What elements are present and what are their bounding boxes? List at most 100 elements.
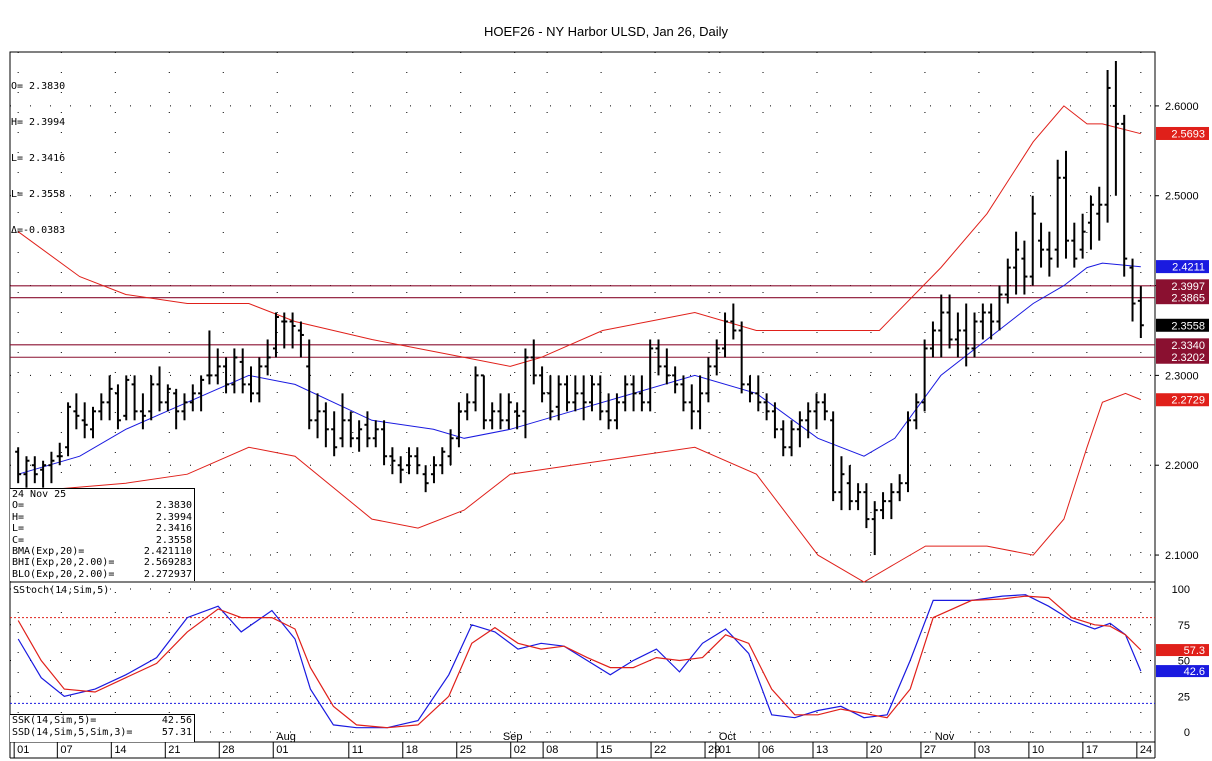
ohlc-bar [514,402,521,430]
ohlc-bar [1112,60,1119,196]
ohlc-bar [539,366,546,403]
month-label: Nov [935,731,955,743]
ohlc-bar [1062,150,1069,259]
ohlc-bar [880,492,887,520]
price-tag-text: 2.3558 [1171,320,1205,332]
info-label: BLO(Exp,20,2.00)= [12,568,115,580]
ohlc-readout: O= 2.3830 H= 2.3994 L= 2.3416 L= 2.3558 … [11,57,65,249]
ohlc-bar [223,357,230,394]
ohlc-bar [181,393,188,421]
ohlc-bar [1038,222,1045,268]
ohlc-bar [846,465,853,511]
month-label: Sep [503,731,523,743]
stoch-tag-text: 57.3 [1184,645,1205,657]
ohlc-bar [946,294,953,349]
date-tick-label: 27 [924,744,936,756]
ohlc-bar [1029,195,1036,286]
ohlc-bar [281,312,288,349]
price-tick-label: 2.2000 [1165,460,1199,472]
ohlc-bar [173,388,180,430]
date-tick-label: 20 [870,744,882,756]
stoch-label: SSK(14,Sim,5)= [12,715,97,726]
stoch-tick-label: 0 [1184,727,1190,739]
ohlc-line: L= 2.3558 [11,189,66,200]
ohlc-bar [580,375,587,421]
ohlc-bar [206,330,213,385]
ohlc-bar [913,393,920,430]
ohlc-bar [555,375,562,421]
ohlc-bar [863,483,870,529]
ohlc-bar [564,375,571,412]
ohlc-bar [15,447,22,484]
date-tick-label: 14 [114,744,126,756]
ohlc-bar [447,429,454,466]
ohlc-bars [15,60,1144,556]
ohlc-bar [314,393,321,439]
price-tag-bg [1156,338,1209,352]
ohlc-bar [530,339,537,385]
price-value-tag: 2.3558 [1156,318,1209,332]
ohlc-bar [1087,195,1094,250]
month-label: Aug [276,731,296,743]
stoch-value-tag: 42.6 [1156,665,1209,678]
info-label: L= [12,523,25,535]
ohlc-bar [547,375,554,421]
date-tick-label: 29 [708,744,720,756]
ohlc-bar [605,393,612,430]
info-value: 2.569283 [143,557,192,569]
price-value-tag: 2.4211 [1156,260,1209,274]
ohlc-bar [572,375,579,412]
ohlc-bar [638,375,645,412]
ohlc-line: O= 2.3830 [11,81,66,92]
price-tag-text: 2.3997 [1171,281,1205,293]
price-value-tag: 2.3340 [1156,338,1209,352]
info-label: O= [12,500,25,512]
ohlc-bar [805,402,812,439]
date-tick-label: 17 [1086,744,1098,756]
ohlc-bar [780,420,787,457]
ohlc-bar [489,402,496,430]
date-tick-label: 25 [460,744,472,756]
date-tick-label: 24 [1140,744,1152,756]
ohlc-bar [697,375,704,430]
ohlc-bar [1071,222,1078,268]
ohlc-bar [688,384,695,430]
ohlc-bar [139,393,146,430]
date-tick-label: 21 [168,744,180,756]
ohlc-bar [963,303,970,367]
ohlc-bar [356,420,363,452]
ohlc-bar [231,348,238,394]
stoch-ssd-line [17,595,1142,729]
ohlc-bar [472,366,479,412]
ohlc-bar [106,375,113,421]
ohlc-bar [713,339,720,376]
ohlc-bar [979,303,986,340]
stochastic-info-box: SSK(14,Sim,5)= 42.56 SSD(14,Sim,5,Sim,3)=… [10,714,195,742]
price-tag-text: 2.4211 [1172,262,1205,274]
ohlc-bar [746,375,753,403]
ohlc-bar [796,411,803,448]
ohlc-bar [813,393,820,430]
ohlc-bar [1021,240,1028,295]
ohlc-bar [406,447,413,475]
ohlc-bar [214,348,221,385]
ohlc-bar [1104,69,1111,223]
ohlc-bar [23,456,30,488]
ohlc-bar [306,339,313,430]
ohlc-bar [289,312,296,349]
ohlc-bar [1096,186,1103,241]
ohlc-bar [164,384,171,412]
ohlc-bar [613,393,620,430]
ohlc-bar [81,402,88,439]
stochastic-title: SStoch(14,Sim,5) [13,585,110,596]
stoch-tag-bg [1156,644,1209,657]
ohlc-bar [929,321,936,358]
ohlc-bar [1129,258,1136,322]
price-tag-bg [1156,126,1209,140]
price-tick-label: 2.6000 [1165,101,1199,113]
ohlc-bar [647,339,654,412]
stoch-value-tag: 57.3 [1156,644,1209,657]
price-value-tag: 2.3997 [1156,279,1209,293]
